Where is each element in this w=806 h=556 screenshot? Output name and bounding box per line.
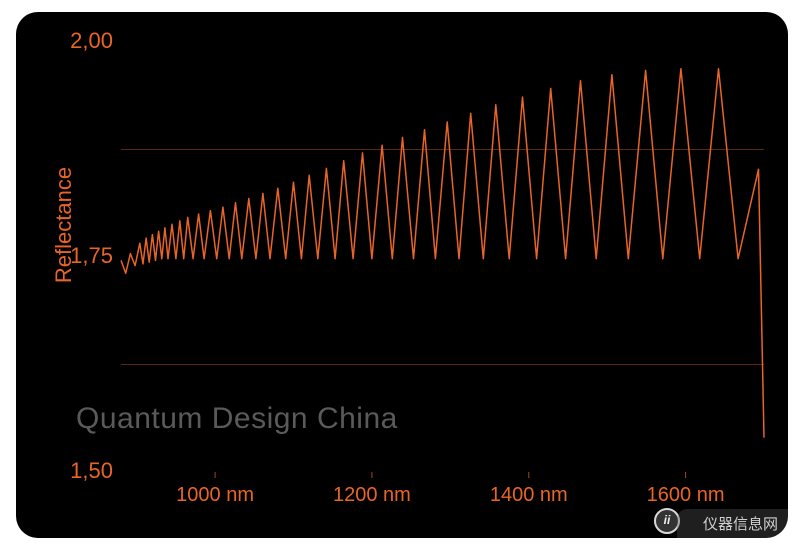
reflectance-chart [16, 12, 788, 538]
x-tick-label: 1400 nm [469, 484, 589, 507]
y-tick-label: 2,00 [53, 28, 113, 54]
x-tick-label: 1000 nm [155, 484, 275, 507]
chart-frame: Reflectance Quantum Design China ii 仪器信息… [16, 12, 788, 538]
x-tick-label: 1200 nm [312, 484, 432, 507]
y-tick-label: 1,50 [53, 458, 113, 484]
y-tick-label: 1,75 [53, 243, 113, 269]
watermark-text: Quantum Design China [76, 402, 398, 436]
logo-text: 仪器信息网 [677, 509, 788, 538]
x-tick-label: 1600 nm [626, 484, 746, 507]
